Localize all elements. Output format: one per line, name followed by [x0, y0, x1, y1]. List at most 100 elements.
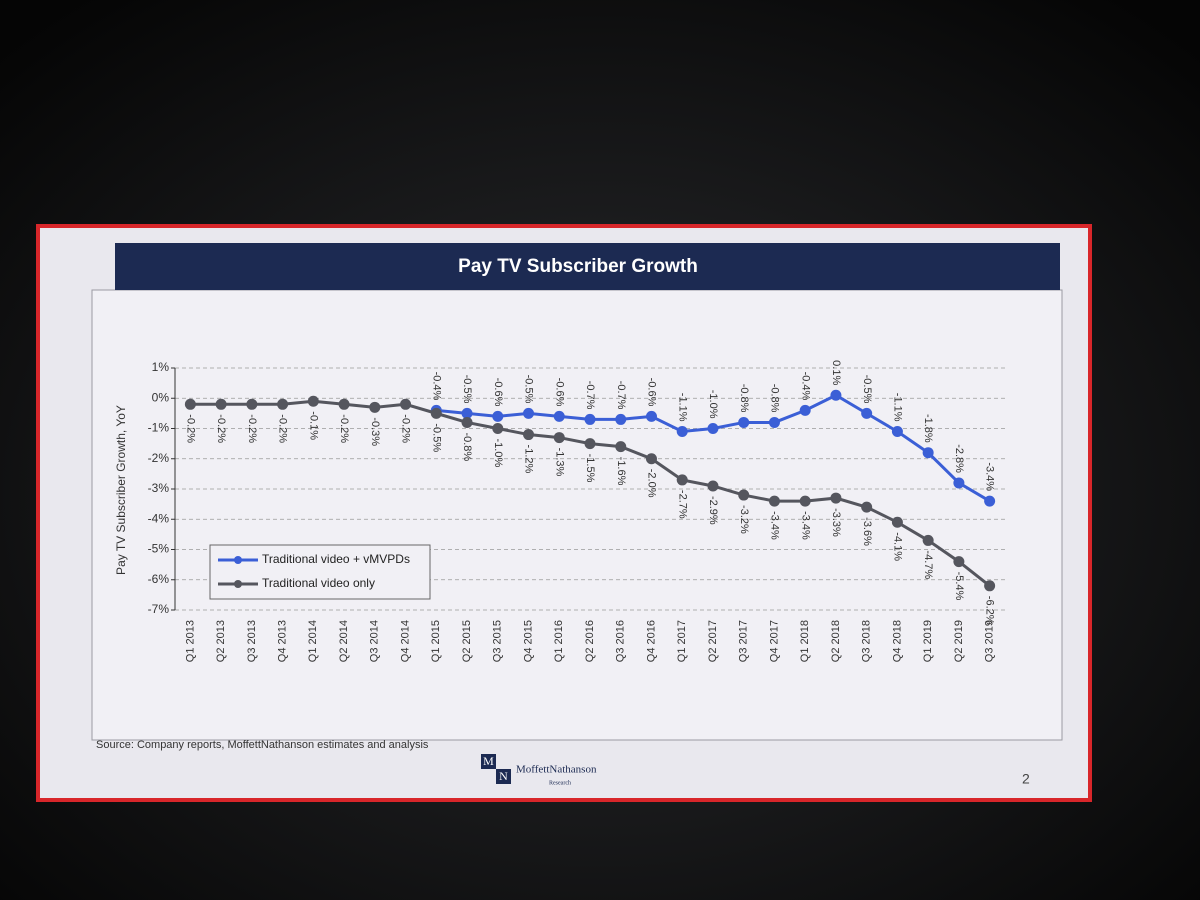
title-bar [115, 243, 1060, 290]
x-tick-label: Q2 2017 [707, 620, 719, 662]
data-point [984, 495, 996, 507]
data-label: -0.2% [400, 414, 412, 443]
data-point [738, 489, 750, 501]
logo-name: MoffettNathanson [516, 764, 597, 776]
legend-marker [234, 580, 242, 588]
data-point [799, 495, 811, 507]
logo-subtitle: Research [549, 780, 571, 786]
data-point [799, 404, 811, 416]
legend-label: Traditional video + vMVPDs [262, 552, 410, 566]
x-tick-label: Q3 2016 [615, 620, 627, 662]
data-label: 0.1% [830, 360, 842, 385]
data-label: -2.0% [646, 469, 658, 498]
data-label: -2.9% [707, 496, 719, 525]
y-tick-label: -5% [148, 542, 170, 556]
x-tick-label: Q2 2015 [461, 620, 473, 662]
data-point [645, 453, 657, 465]
data-label: -0.6% [553, 378, 565, 407]
x-tick-label: Q1 2019 [922, 620, 934, 662]
data-label: -0.5% [461, 375, 473, 404]
x-tick-label: Q2 2013 [215, 620, 227, 662]
data-point [984, 580, 996, 592]
data-label: -3.4% [984, 462, 996, 491]
data-point [738, 416, 750, 428]
data-point [830, 492, 842, 504]
x-tick-label: Q2 2014 [338, 620, 350, 662]
data-point [523, 407, 535, 419]
data-point [461, 407, 473, 419]
logo-letter: M [483, 754, 494, 768]
data-point [953, 556, 965, 568]
legend-label: Traditional video only [262, 576, 375, 590]
data-point [184, 398, 196, 410]
x-tick-label: Q3 2019 [984, 620, 996, 662]
data-point [492, 410, 504, 422]
x-tick-label: Q3 2013 [246, 620, 258, 662]
x-tick-label: Q3 2015 [492, 620, 504, 662]
x-tick-label: Q4 2015 [522, 620, 534, 662]
x-tick-label: Q1 2013 [184, 620, 196, 662]
data-label: -1.8% [922, 414, 934, 443]
logo-letter: N [499, 769, 508, 783]
data-label: -1.0% [707, 390, 719, 419]
data-label: -3.2% [738, 505, 750, 534]
data-point [338, 398, 350, 410]
data-point [461, 416, 473, 428]
data-label: -4.7% [922, 550, 934, 579]
data-label: -0.2% [184, 414, 196, 443]
x-tick-label: Q1 2015 [430, 620, 442, 662]
data-label: -0.2% [338, 414, 350, 443]
data-label: -0.1% [307, 411, 319, 440]
data-label: -0.8% [738, 384, 750, 413]
data-point [553, 432, 565, 444]
data-point [430, 407, 442, 419]
y-tick-label: -3% [148, 481, 170, 495]
data-point [615, 413, 627, 425]
data-point [553, 410, 565, 422]
data-point [768, 416, 780, 428]
data-point [707, 423, 719, 434]
data-point [645, 410, 657, 422]
y-tick-label: 1% [152, 360, 170, 374]
data-label: -0.4% [430, 372, 442, 401]
data-point [215, 398, 227, 410]
legend-box [209, 544, 431, 600]
data-label: -2.7% [676, 490, 688, 519]
y-tick-label: -1% [148, 421, 170, 435]
data-label: -0.7% [584, 381, 596, 410]
data-point [246, 398, 258, 410]
data-point [492, 423, 504, 434]
data-label: -0.8% [461, 432, 473, 461]
x-tick-label: Q4 2016 [645, 620, 657, 662]
data-label: -3.3% [830, 508, 842, 537]
data-label: -1.3% [553, 448, 565, 477]
data-label: -0.5% [430, 423, 442, 452]
x-tick-label: Q2 2016 [584, 620, 596, 662]
data-label: -5.4% [953, 572, 965, 601]
data-label: -3.4% [769, 511, 781, 540]
y-tick-label: -4% [148, 511, 170, 525]
x-tick-label: Q4 2013 [276, 620, 288, 662]
data-label: -1.1% [892, 393, 904, 422]
data-label: -1.2% [523, 445, 535, 474]
x-tick-label: Q4 2018 [891, 620, 903, 662]
data-point [400, 398, 412, 410]
x-tick-label: Q1 2016 [553, 620, 565, 662]
x-tick-label: Q3 2018 [861, 620, 873, 662]
data-label: -0.2% [246, 414, 258, 443]
data-point [584, 413, 596, 425]
data-point [523, 429, 535, 441]
data-point [922, 534, 934, 546]
data-point [768, 495, 780, 507]
data-label: -3.6% [861, 517, 873, 546]
logo-box [481, 754, 496, 769]
data-point [922, 447, 934, 459]
data-label: -0.8% [769, 384, 781, 413]
legend-marker [234, 556, 242, 564]
data-point [369, 401, 381, 413]
data-label: -4.1% [892, 532, 904, 561]
data-label: -0.6% [646, 378, 658, 407]
data-point [615, 441, 627, 453]
x-tick-label: Q1 2018 [799, 620, 811, 662]
